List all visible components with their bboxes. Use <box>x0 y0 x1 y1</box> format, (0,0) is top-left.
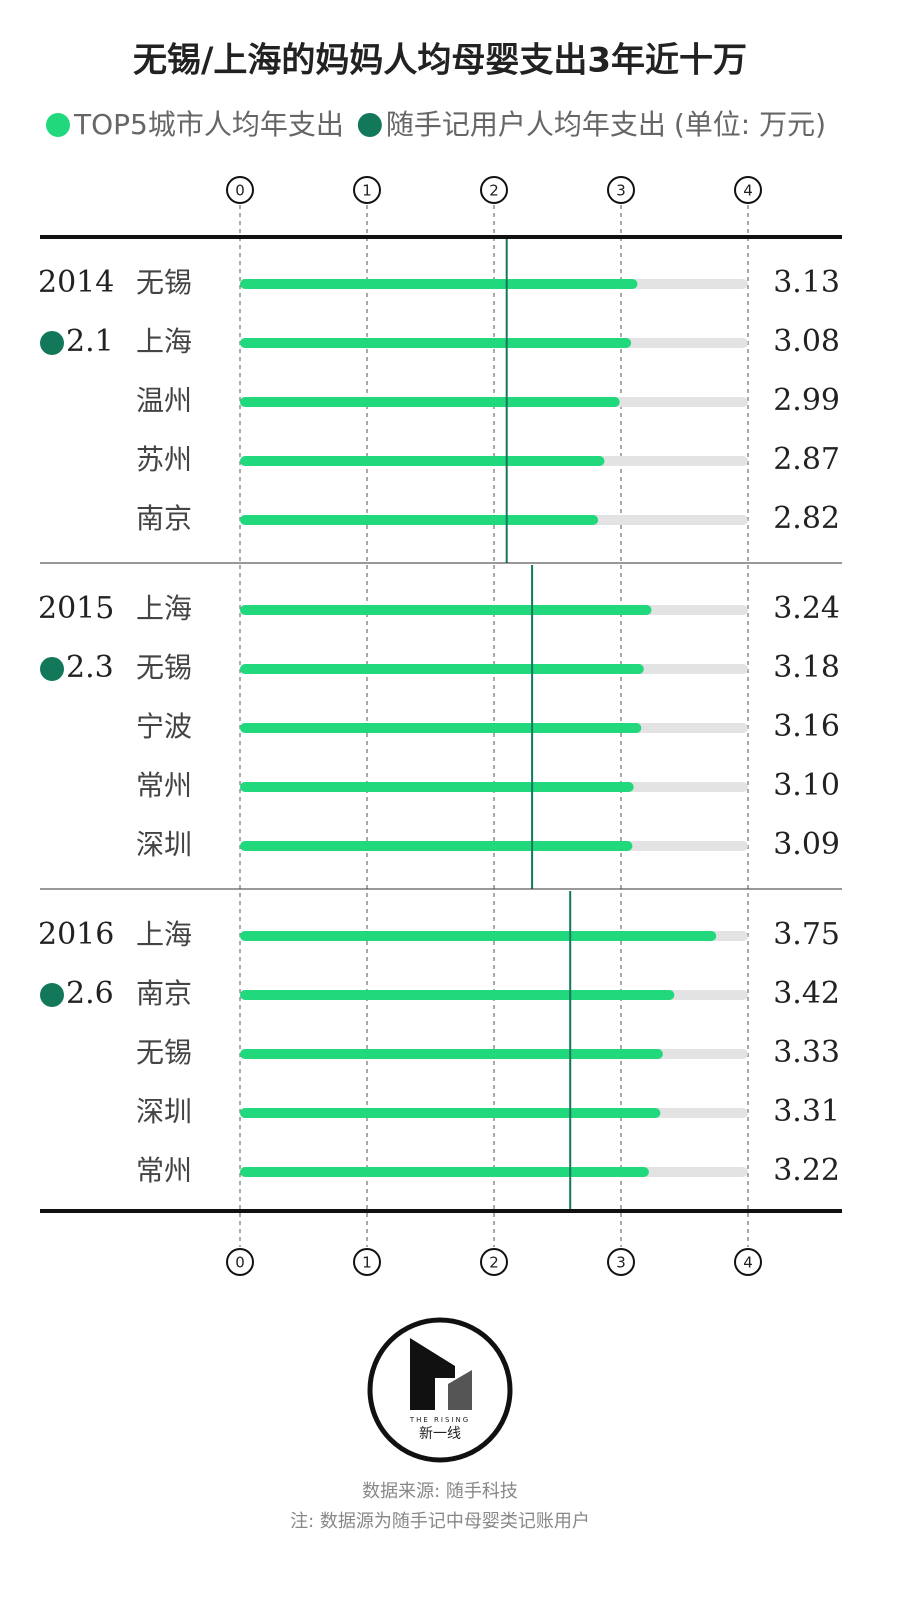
value-label: 2.82 <box>773 501 840 536</box>
value-label: 3.13 <box>773 265 840 300</box>
category-label: 无锡 <box>136 651 192 684</box>
x-tick-label: 3 <box>616 182 626 200</box>
bar <box>240 931 717 941</box>
x-tick-label: 2 <box>489 1254 499 1272</box>
tick-circle <box>226 176 254 204</box>
legend-label: 随手记用户人均年支出 <box>386 108 666 141</box>
average-label: 2.1 <box>66 324 114 359</box>
x-tick-label: 1 <box>362 1254 372 1272</box>
bar <box>240 723 642 733</box>
tick-circle <box>607 176 635 204</box>
value-label: 3.10 <box>773 768 840 803</box>
bar <box>240 605 652 615</box>
tick-circle <box>480 176 508 204</box>
value-label: 3.16 <box>773 709 840 744</box>
average-marker <box>40 983 64 1007</box>
bar <box>240 338 632 348</box>
x-tick-label: 4 <box>743 1254 753 1272</box>
bar <box>240 456 605 466</box>
value-label: 3.18 <box>773 650 840 685</box>
value-label: 3.42 <box>773 976 840 1011</box>
tick-circle <box>607 1248 635 1276</box>
legend-label: TOP5城市人均年支出 <box>73 108 344 141</box>
legend-marker <box>46 113 70 137</box>
value-label: 3.22 <box>773 1153 840 1188</box>
tick-circle <box>480 1248 508 1276</box>
logo: THE RISING 新一线 <box>367 1317 513 1463</box>
logo-text: 新一线 <box>419 1426 461 1442</box>
value-label: 3.08 <box>773 324 840 359</box>
year-label: 2015 <box>38 591 114 626</box>
category-label: 宁波 <box>136 710 192 743</box>
average-marker <box>40 331 64 355</box>
x-tick-label: 0 <box>235 182 245 200</box>
bar <box>240 1049 663 1059</box>
bar <box>240 279 638 289</box>
tick-circle <box>353 1248 381 1276</box>
category-label: 上海 <box>136 592 192 625</box>
footer-note: 注: 数据源为随手记中母婴类记账用户 <box>290 1511 590 1532</box>
bar <box>240 1167 649 1177</box>
logo-shape <box>410 1338 455 1410</box>
category-label: 深圳 <box>136 1095 192 1128</box>
average-marker <box>40 657 64 681</box>
category-label: 苏州 <box>136 443 192 476</box>
category-label: 温州 <box>136 384 192 417</box>
logo-subtext: THE RISING <box>409 1416 470 1424</box>
category-label: 南京 <box>136 502 192 535</box>
category-label: 无锡 <box>136 266 192 299</box>
value-label: 2.87 <box>773 442 840 477</box>
bar <box>240 782 634 792</box>
logo-ring <box>367 1317 513 1463</box>
tick-circle <box>226 1248 254 1276</box>
tick-circle <box>734 1248 762 1276</box>
value-label: 3.09 <box>773 827 840 862</box>
value-label: 2.99 <box>773 383 840 418</box>
bar <box>240 664 644 674</box>
bar <box>240 397 620 407</box>
category-label: 南京 <box>136 977 192 1010</box>
bar <box>240 1108 661 1118</box>
year-label: 2016 <box>38 917 114 952</box>
unit-note: (单位: 万元) <box>674 108 826 141</box>
logo-shape <box>448 1370 472 1410</box>
value-label: 3.33 <box>773 1035 840 1070</box>
category-label: 上海 <box>136 918 192 951</box>
bar <box>240 841 633 851</box>
x-tick-label: 2 <box>489 182 499 200</box>
average-label: 2.3 <box>66 650 114 685</box>
footer-source: 数据来源: 随手科技 <box>362 1481 518 1502</box>
tick-circle <box>734 176 762 204</box>
bar <box>240 515 599 525</box>
category-label: 常州 <box>136 1154 192 1187</box>
category-label: 深圳 <box>136 828 192 861</box>
value-label: 3.31 <box>773 1094 840 1129</box>
category-label: 常州 <box>136 769 192 802</box>
value-label: 3.75 <box>773 917 840 952</box>
x-tick-label: 3 <box>616 1254 626 1272</box>
average-label: 2.6 <box>66 976 114 1011</box>
x-tick-label: 4 <box>743 182 753 200</box>
x-tick-label: 1 <box>362 182 372 200</box>
tick-circle <box>353 176 381 204</box>
year-label: 2014 <box>38 265 114 300</box>
category-label: 上海 <box>136 325 192 358</box>
x-tick-label: 0 <box>235 1254 245 1272</box>
chart-title: 无锡/上海的妈妈人均母婴支出3年近十万 <box>133 41 747 81</box>
value-label: 3.24 <box>773 591 840 626</box>
category-label: 无锡 <box>136 1036 192 1069</box>
legend-marker <box>357 113 382 137</box>
bar <box>240 990 675 1000</box>
